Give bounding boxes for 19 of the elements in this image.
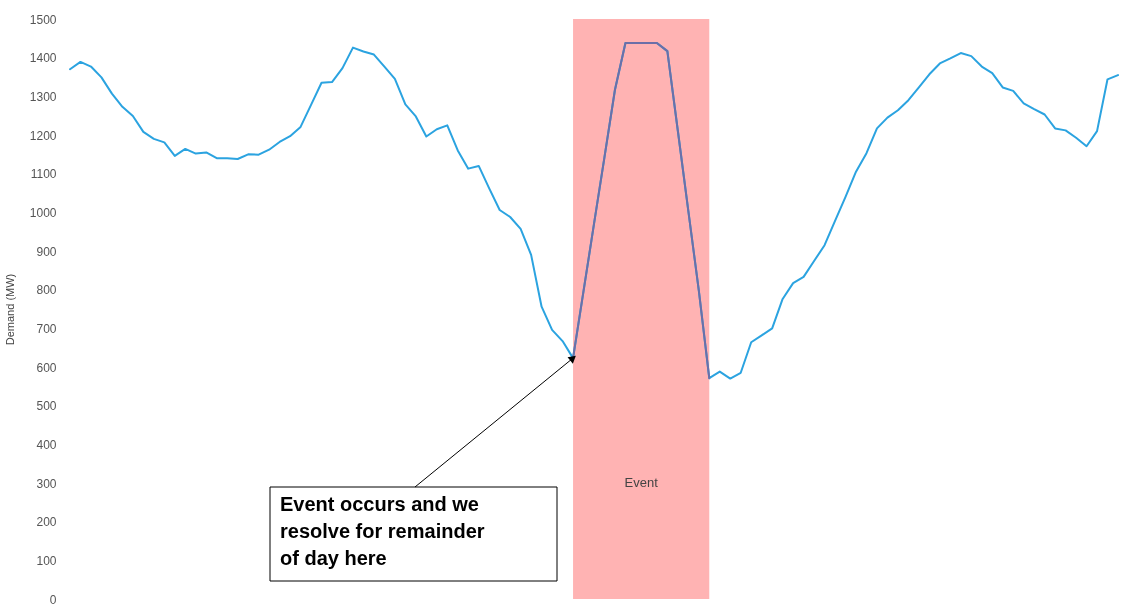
y-tick-label: 300 (36, 476, 57, 491)
y-tick-label: 500 (36, 399, 57, 414)
y-tick-label: 1200 (29, 128, 57, 143)
annotation: Event occurs and we resolve for remainder of day here (280, 493, 485, 569)
y-tick-label: 1300 (29, 89, 57, 104)
y-tick-label: 900 (36, 244, 57, 259)
y-axis-title: Demand (MW) (3, 273, 16, 346)
y-tick-label: 600 (36, 360, 57, 375)
y-tick-label: 800 (36, 283, 57, 298)
y-tick-label: 0 (49, 592, 57, 606)
y-tick-label: 700 (36, 321, 57, 336)
y-tick-label: 400 (36, 437, 57, 452)
y-tick-label: 1400 (29, 51, 57, 66)
y-tick-label: 1100 (30, 167, 57, 182)
y-tick-label: 100 (36, 553, 57, 568)
annotation: Event (624, 475, 659, 490)
y-tick-label: 200 (36, 515, 57, 530)
y-tick-label: 1000 (29, 205, 57, 220)
y-tick-label: 1500 (29, 12, 57, 27)
